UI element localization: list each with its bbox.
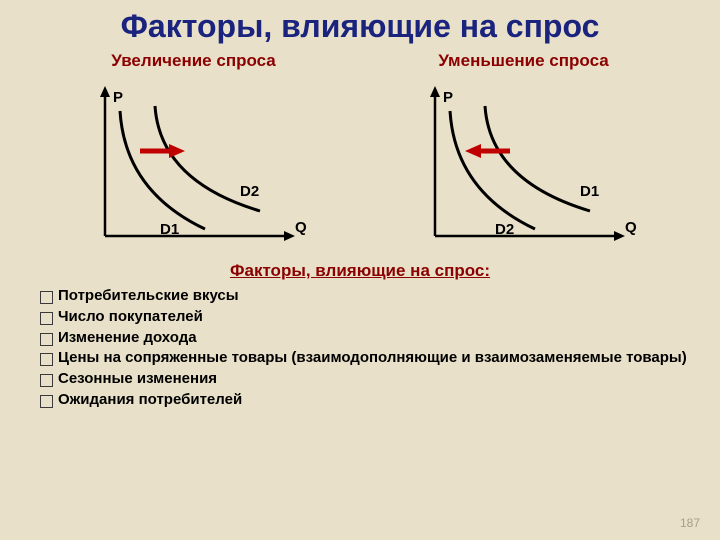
chart-decrease: Р Q D1 D2 <box>395 81 655 251</box>
y-axis-arrow <box>430 86 440 97</box>
chart-increase: Р Q D1 D2 <box>65 81 325 251</box>
curve-d2-label: D2 <box>240 183 259 200</box>
curve-d1-label: D1 <box>580 183 599 200</box>
curve-d1-label: D1 <box>160 221 179 238</box>
factors-list: Потребительские вкусы Число покупателей … <box>0 281 720 410</box>
q-axis-label: Q <box>295 219 307 236</box>
chart-increase-svg <box>65 81 325 251</box>
shift-arrow-head <box>169 144 185 158</box>
p-axis-label: Р <box>443 89 453 106</box>
factor-item: Ожидания потребителей <box>40 391 690 410</box>
subtitle-left: Увеличение спроса <box>111 51 275 71</box>
q-axis-label: Q <box>625 219 637 236</box>
page-number: 187 <box>680 516 700 530</box>
curve-d2-label: D2 <box>495 221 514 238</box>
charts-row: Р Q D1 D2 Р Q D1 D2 <box>0 71 720 251</box>
factor-item: Число покупателей <box>40 308 690 327</box>
x-axis-arrow <box>614 231 625 241</box>
chart-decrease-svg <box>395 81 655 251</box>
subtitle-right: Уменьшение спроса <box>438 51 608 71</box>
factors-heading: Факторы, влияющие на спрос: <box>0 261 720 281</box>
main-title: Факторы, влияющие на спрос <box>0 0 720 51</box>
factor-item: Изменение дохода <box>40 329 690 348</box>
x-axis-arrow <box>284 231 295 241</box>
shift-arrow-head <box>465 144 481 158</box>
curve-d2 <box>450 111 535 229</box>
factor-item: Потребительские вкусы <box>40 287 690 306</box>
curve-d1 <box>120 111 205 229</box>
factor-item: Цены на сопряженные товары (взаимодополн… <box>40 349 690 368</box>
factor-item: Сезонные изменения <box>40 370 690 389</box>
p-axis-label: Р <box>113 89 123 106</box>
subtitles-row: Увеличение спроса Уменьшение спроса <box>0 51 720 71</box>
y-axis-arrow <box>100 86 110 97</box>
curve-d1 <box>485 106 590 211</box>
